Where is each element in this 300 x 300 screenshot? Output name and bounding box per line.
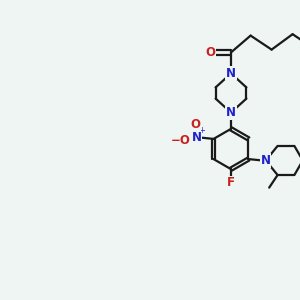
Text: O: O bbox=[205, 46, 215, 59]
Text: N: N bbox=[192, 131, 202, 144]
Text: −O: −O bbox=[171, 134, 191, 147]
Text: N: N bbox=[226, 106, 236, 119]
Text: F: F bbox=[227, 176, 235, 189]
Text: N: N bbox=[261, 154, 271, 167]
Text: O: O bbox=[190, 118, 200, 130]
Text: N: N bbox=[226, 67, 236, 80]
Text: +: + bbox=[198, 126, 205, 135]
